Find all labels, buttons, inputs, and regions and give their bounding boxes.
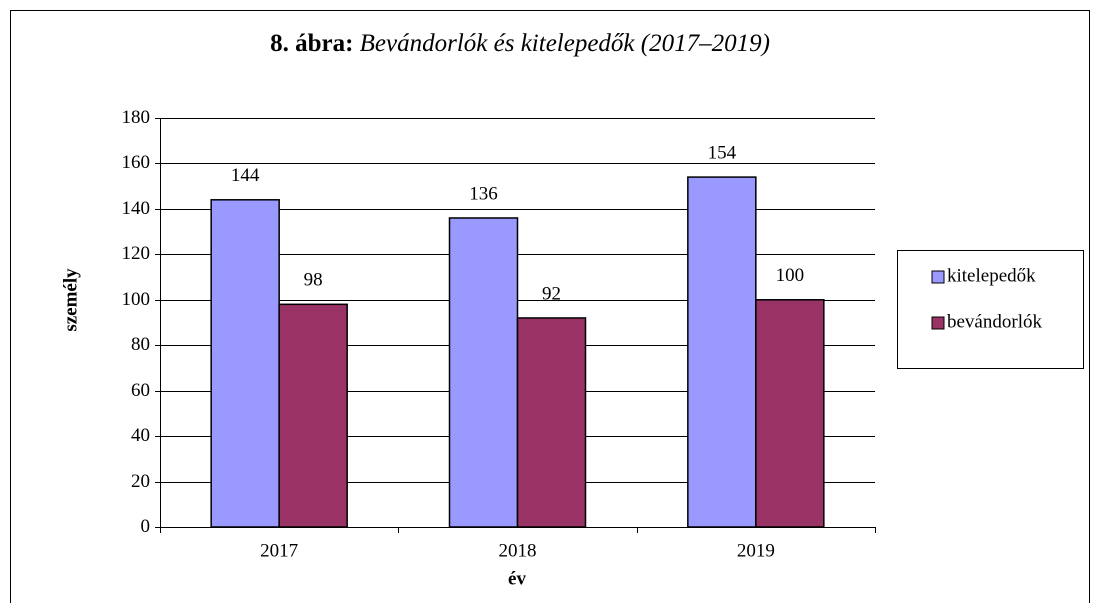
legend-swatch [931, 270, 945, 284]
y-tick-label: 140 [122, 198, 151, 219]
y-tick-label: 160 [122, 152, 151, 173]
title-text: Bevándorlók és kitelepedők (2017–2019) [360, 30, 770, 57]
legend [897, 250, 1084, 369]
legend-swatch [931, 316, 945, 330]
y-tick-label: 20 [131, 471, 150, 492]
y-tick-label: 180 [122, 107, 151, 128]
y-tick-label: 40 [131, 425, 150, 446]
data-label: 98 [304, 270, 323, 291]
bar [448, 217, 519, 528]
data-label: 136 [469, 183, 498, 204]
data-label: 154 [708, 142, 737, 163]
chart-title: 8. ábra: Bevándorlók és kitelepedők (201… [270, 30, 770, 57]
y-axis-label: személy [60, 268, 81, 332]
x-tick-label: 2017 [260, 540, 298, 561]
bar [755, 299, 825, 528]
title-label: 8. ábra: [270, 30, 353, 57]
legend-label: bevándorlók [947, 311, 1042, 332]
y-tick-label: 0 [141, 516, 151, 537]
bar [210, 199, 280, 528]
data-label: 144 [231, 165, 260, 186]
y-tick-label: 80 [131, 334, 150, 355]
bar [278, 303, 348, 528]
y-tick-label: 60 [131, 380, 150, 401]
bar [516, 317, 587, 528]
y-tick-label: 100 [122, 289, 151, 310]
bar [687, 176, 757, 528]
data-label: 92 [542, 283, 561, 304]
data-label: 100 [776, 265, 805, 286]
x-tick-label: 2018 [499, 540, 537, 561]
x-tick-label: 2019 [737, 540, 775, 561]
y-tick-label: 120 [122, 243, 151, 264]
legend-label: kitelepedők [947, 265, 1036, 286]
x-axis-label: év [508, 568, 526, 589]
